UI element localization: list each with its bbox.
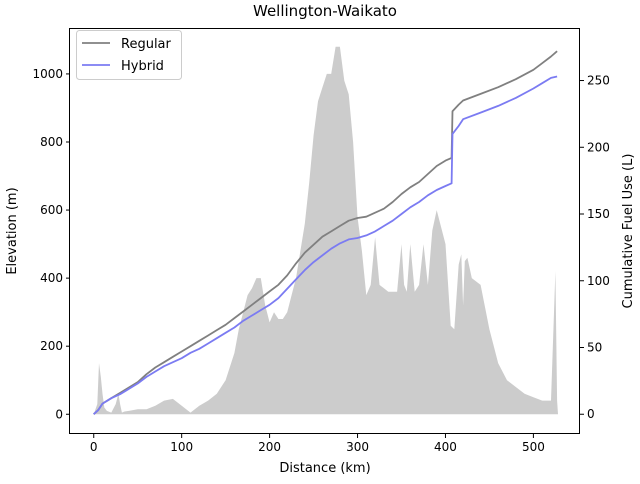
x-tick-label: 400 (434, 440, 457, 454)
y-axis-label: Elevation (m) (5, 187, 20, 274)
elevation-area (93, 46, 558, 415)
y-tick-label: 800 (40, 135, 63, 149)
x-tick-label: 200 (258, 440, 281, 454)
legend-regular-label: Regular (121, 37, 172, 52)
x-tick-label: 300 (346, 440, 369, 454)
y2-tick-label: 50 (587, 341, 602, 355)
y2-tick-label: 100 (587, 274, 610, 288)
chart-title: Wellington-Waikato (253, 2, 397, 20)
x-tick-label: 100 (170, 440, 193, 454)
y-tick-label: 200 (40, 339, 63, 353)
y2-axis-label: Cumulative Fuel Use (L) (621, 154, 636, 309)
x-tick-label: 0 (90, 440, 98, 454)
legend-hybrid-label: Hybrid (121, 59, 164, 74)
y2-tick-label: 200 (587, 140, 610, 154)
x-tick-label: 500 (522, 440, 545, 454)
y-tick-label: 600 (40, 203, 63, 217)
y-tick-label: 1000 (32, 67, 63, 81)
y2-tick-label: 0 (587, 407, 595, 421)
fuel-lines-layer (93, 50, 558, 415)
y2-tick-label: 150 (587, 207, 610, 221)
y-tick-label: 400 (40, 271, 63, 285)
y-tick-label: 0 (55, 407, 63, 421)
axes-layer: 0 100 200 300 400 500 0 200 400 600 800 1000 0 50 100 1… (32, 67, 609, 454)
y2-tick-label: 250 (587, 74, 610, 88)
x-axis-label: Distance (km) (279, 461, 370, 476)
series-line-regular (93, 50, 558, 415)
elevation-area-layer (93, 46, 558, 415)
series-line-hybrid (93, 75, 558, 415)
plot-frame (69, 28, 580, 434)
legend: Regular Hybrid (76, 30, 182, 80)
